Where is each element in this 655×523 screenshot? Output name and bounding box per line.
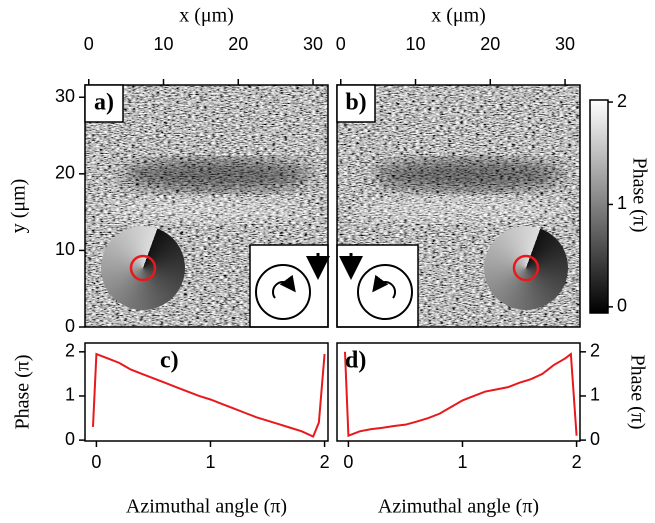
plot-bg (85, 343, 328, 441)
inset-curl (372, 274, 396, 299)
x-tick-label: 1 (457, 452, 467, 472)
red-circle (512, 254, 540, 282)
x-tick-label: 30 (555, 34, 575, 54)
x-label: Azimuthal angle (π) (126, 496, 287, 518)
y-tick-label: 1 (590, 385, 600, 405)
x-tick-label: 10 (405, 34, 425, 54)
dark-band (121, 159, 312, 191)
y-tick-label: 0 (65, 316, 75, 336)
label-box (336, 84, 376, 123)
panel-label: b) (345, 90, 366, 116)
panel-label: d) (345, 348, 366, 374)
colorbar-tick-label: 2 (617, 91, 627, 111)
inset-curl (272, 274, 296, 299)
label-box (84, 84, 124, 123)
panel-label: a) (94, 90, 114, 116)
x-label: x (μm) (431, 5, 486, 27)
frame (336, 342, 581, 442)
x-tick-label: 0 (343, 452, 353, 472)
vortex-disc (101, 226, 185, 310)
inset-circle (357, 264, 413, 320)
panel-label: c) (160, 348, 179, 374)
line (91, 352, 326, 438)
frame (84, 342, 329, 442)
inset (249, 244, 329, 328)
vortex (484, 226, 568, 310)
light-band (96, 198, 317, 222)
y-tick-label: 2 (65, 341, 75, 361)
y-label: Phase (π) (626, 354, 648, 429)
colorbar-label: Phase (π) (628, 157, 650, 232)
inset-circle (255, 264, 311, 320)
vortex-disc (484, 226, 568, 310)
x-tick-label: 0 (91, 452, 101, 472)
frame (84, 84, 329, 328)
plot-bg (337, 343, 580, 441)
frame (336, 84, 581, 328)
colorbar-tick-label: 0 (617, 296, 627, 316)
x-tick-label: 2 (320, 452, 330, 472)
x-tick-label: 0 (336, 34, 346, 54)
x-tick-label: 20 (228, 34, 248, 54)
dark-band (373, 159, 564, 191)
colorbar (589, 99, 609, 314)
x-label: x (μm) (179, 5, 234, 27)
x-tick-label: 0 (84, 34, 94, 54)
y-tick-label: 30 (55, 86, 75, 106)
phase-image (85, 85, 328, 327)
y-tick-label: 0 (590, 429, 600, 449)
y-tick-label: 0 (65, 429, 75, 449)
y-label: y (μm) (8, 179, 30, 234)
x-tick-label: 2 (572, 452, 582, 472)
x-tick-label: 1 (205, 452, 215, 472)
light-band (348, 198, 569, 222)
vortex (101, 226, 185, 310)
red-circle (129, 254, 157, 282)
line (343, 351, 578, 438)
x-tick-label: 30 (303, 34, 323, 54)
colorbar-tick-label: 1 (617, 193, 627, 213)
x-label: Azimuthal angle (π) (378, 496, 539, 518)
y-label: Phase (π) (12, 354, 34, 429)
y-tick-label: 2 (590, 341, 600, 361)
y-tick-label: 20 (55, 163, 75, 183)
x-tick-label: 20 (480, 34, 500, 54)
y-tick-label: 10 (55, 239, 75, 259)
x-tick-label: 10 (153, 34, 173, 54)
y-tick-label: 1 (65, 385, 75, 405)
